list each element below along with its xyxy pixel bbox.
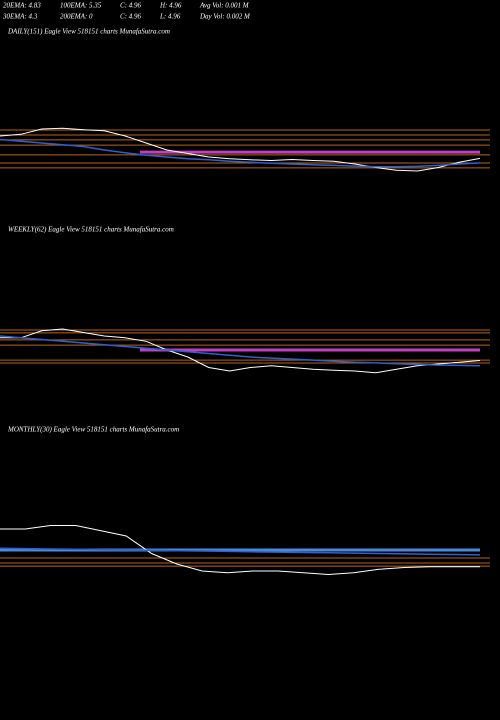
panel-title: DAILY(151) Eagle View 518151 charts Muna…	[7, 28, 170, 36]
header-stat: 200EMA: 0	[60, 13, 93, 21]
panel-title: MONTHLY(30) Eagle View 518151 charts Mun…	[7, 426, 179, 434]
header-stat: C: 4.96	[120, 2, 142, 10]
price-line	[0, 525, 480, 576]
header-stat: C: 4.96	[120, 13, 142, 21]
header-stat: Day Vol: 0.002 M	[199, 13, 251, 21]
header-stat: Avg Vol: 0.001 M	[199, 2, 250, 10]
price-line	[0, 335, 481, 367]
header-stat: L: 4.96	[159, 13, 181, 21]
header-stat: 20EMA: 4.83	[3, 2, 41, 10]
header-stat: H: 4.96	[159, 2, 182, 10]
header-stat: 100EMA: 5.35	[60, 2, 102, 10]
price-line	[0, 138, 481, 168]
price-line	[0, 547, 481, 556]
price-line	[0, 127, 481, 172]
header-stat: 30EMA: 4.3	[2, 13, 38, 21]
price-line	[0, 328, 481, 374]
panel-title: WEEKLY(62) Eagle View 518151 charts Muna…	[8, 226, 174, 234]
